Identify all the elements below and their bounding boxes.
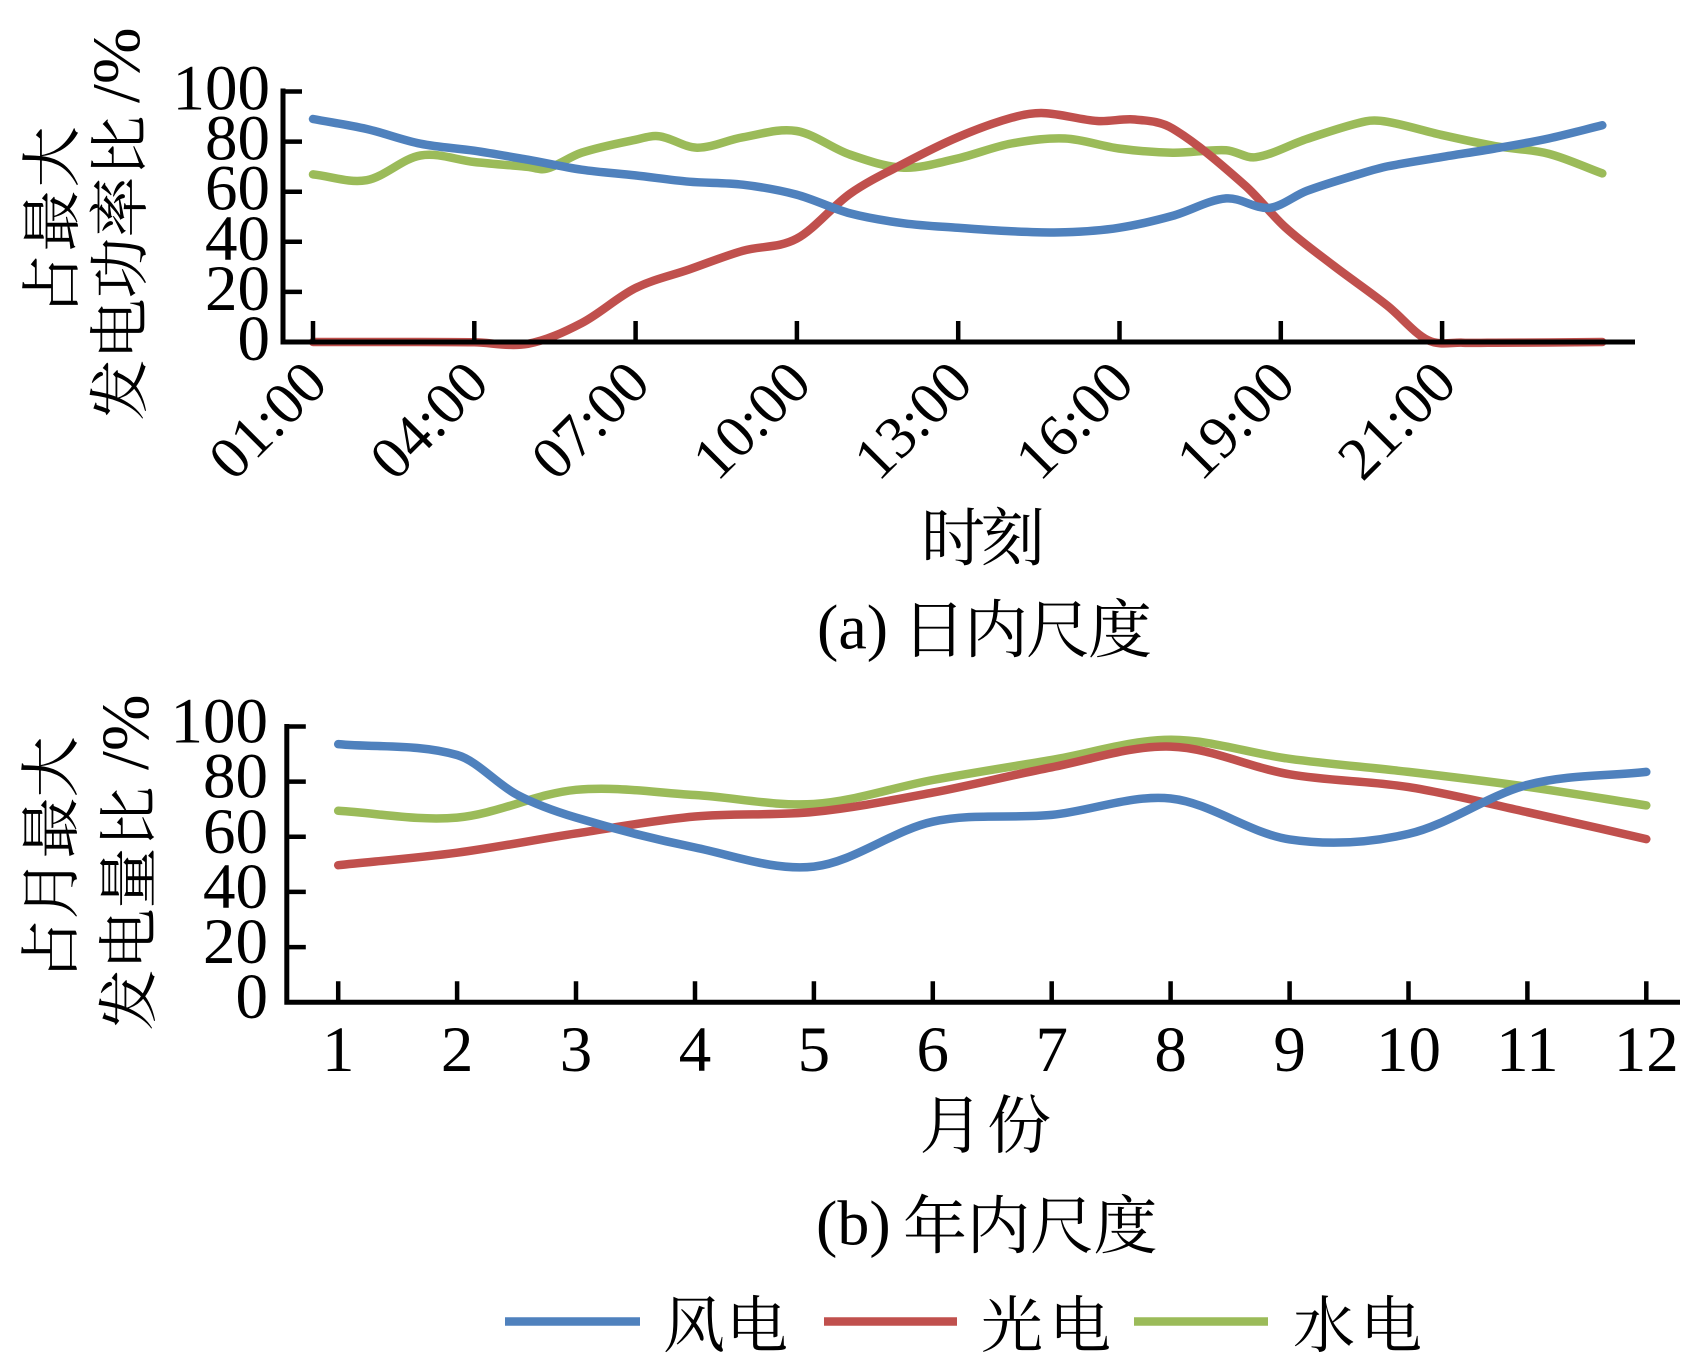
svg-text:12: 12 — [1614, 1014, 1679, 1086]
svg-text:5: 5 — [798, 1014, 831, 1086]
svg-text:40: 40 — [205, 203, 270, 275]
svg-text:100: 100 — [173, 53, 271, 125]
svg-text:11: 11 — [1496, 1014, 1559, 1086]
svg-text:2: 2 — [441, 1014, 474, 1086]
svg-text:9: 9 — [1273, 1014, 1306, 1086]
svg-text:60: 60 — [203, 796, 268, 868]
svg-text:0: 0 — [238, 303, 271, 375]
svg-text:80: 80 — [205, 103, 270, 175]
svg-text:4: 4 — [679, 1014, 712, 1086]
svg-text:/%: /% — [87, 694, 163, 770]
svg-text:3: 3 — [560, 1014, 593, 1086]
svg-text:6: 6 — [917, 1014, 950, 1086]
svg-text:0: 0 — [236, 961, 269, 1033]
svg-text:20: 20 — [203, 906, 268, 978]
svg-text:/%: /% — [78, 27, 154, 103]
svg-text:10: 10 — [1376, 1014, 1441, 1086]
svg-text:8: 8 — [1154, 1014, 1187, 1086]
svg-text:100: 100 — [171, 686, 269, 758]
svg-text:1: 1 — [322, 1014, 355, 1086]
svg-text:(a): (a) — [817, 592, 888, 663]
svg-text:40: 40 — [203, 851, 268, 923]
svg-text:60: 60 — [205, 153, 270, 225]
svg-text:20: 20 — [205, 253, 270, 325]
svg-text:80: 80 — [203, 741, 268, 813]
svg-text:(b): (b) — [816, 1188, 891, 1259]
svg-text:7: 7 — [1035, 1014, 1068, 1086]
